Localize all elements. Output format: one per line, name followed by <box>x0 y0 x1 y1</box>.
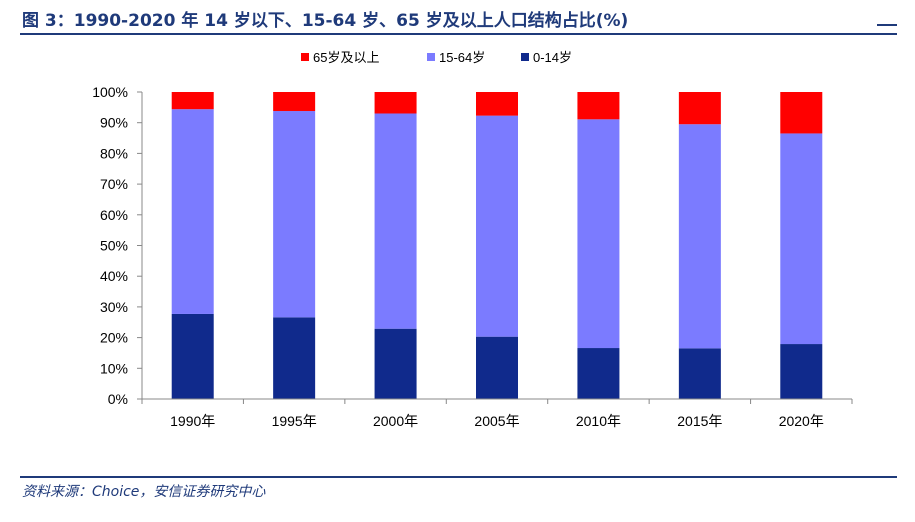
legend-label: 15-64岁 <box>439 50 485 65</box>
bar-segment <box>678 348 721 399</box>
x-tick-label: 1990年 <box>170 413 215 429</box>
y-tick-label: 90% <box>100 115 128 131</box>
legend-label: 65岁及以上 <box>313 50 379 65</box>
x-tick-label: 2005年 <box>474 413 519 429</box>
bar-segment <box>476 115 518 337</box>
y-tick-label: 10% <box>100 360 128 376</box>
bar-segment <box>476 336 518 399</box>
x-tick-label: 1995年 <box>272 413 317 429</box>
footer-divider <box>20 476 897 478</box>
y-tick-label: 20% <box>100 330 128 346</box>
bar-segment <box>273 317 316 399</box>
bar-segment <box>374 92 417 114</box>
axes: 0% 10% 20% 30% 40% 50% 60% 70% 80% 90% 100% 1990年 19… <box>92 84 853 429</box>
x-tick-label: 2015年 <box>677 413 722 429</box>
bar-segment <box>577 348 620 399</box>
bar-segment <box>273 111 316 318</box>
legend: 65岁及以上 15-64岁 0-14岁 <box>301 50 572 65</box>
title-accent-line <box>877 24 897 26</box>
chart-title: 图 3：1990-2020 年 14 岁以下、15-64 岁、65 岁及以上人口… <box>22 11 629 31</box>
bar-segment <box>780 133 823 345</box>
legend-label: 0-14岁 <box>533 50 572 65</box>
legend-swatch <box>521 53 529 61</box>
bar-segment <box>577 119 620 349</box>
y-tick-label: 60% <box>100 207 128 223</box>
bar-segment <box>171 92 214 110</box>
bar-segment <box>374 113 417 329</box>
bar-segment <box>577 92 620 120</box>
bar-segment <box>678 124 721 349</box>
legend-swatch <box>301 53 309 61</box>
y-tick-label: 80% <box>100 145 128 161</box>
bar-segment <box>273 92 316 112</box>
bar-segment <box>678 92 721 125</box>
legend-swatch <box>427 53 435 61</box>
bars <box>171 92 823 399</box>
x-tick-label: 2020年 <box>779 413 824 429</box>
y-tick-label: 0% <box>108 391 128 407</box>
stacked-bar-chart: 65岁及以上 15-64岁 0-14岁 0% 10% 20% 30% 40% 50% 60% 70… <box>92 50 853 429</box>
y-tick-label: 50% <box>100 238 128 254</box>
title-divider <box>20 33 897 35</box>
y-tick-label: 100% <box>92 84 128 100</box>
bar-segment <box>780 344 823 399</box>
bar-segment <box>374 328 417 399</box>
bar-segment <box>171 109 214 314</box>
y-tick-label: 70% <box>100 176 128 192</box>
y-tick-label: 40% <box>100 268 128 284</box>
bar-segment <box>171 313 214 399</box>
y-tick-label: 30% <box>100 299 128 315</box>
bar-segment <box>476 92 518 116</box>
bar-segment <box>780 92 823 134</box>
x-tick-label: 2000年 <box>373 413 418 429</box>
source-note: 资料来源：Choice，安信证券研究中心 <box>22 484 266 500</box>
x-tick-label: 2010年 <box>576 413 621 429</box>
